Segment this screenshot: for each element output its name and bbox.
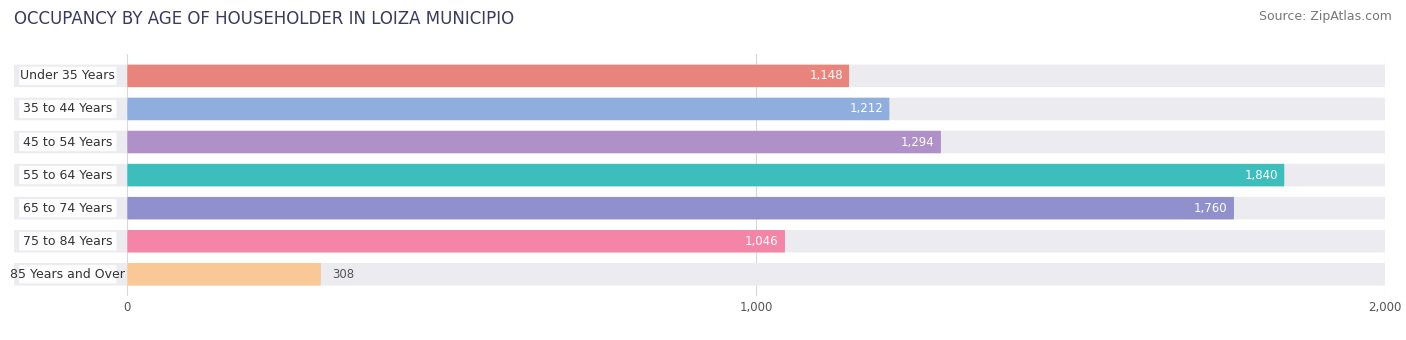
- Text: 1,840: 1,840: [1244, 169, 1278, 182]
- FancyBboxPatch shape: [14, 98, 1385, 120]
- Text: 1,294: 1,294: [901, 136, 935, 149]
- Text: 1,760: 1,760: [1194, 202, 1227, 215]
- FancyBboxPatch shape: [128, 164, 1284, 186]
- FancyBboxPatch shape: [20, 100, 117, 118]
- FancyBboxPatch shape: [20, 199, 117, 217]
- Text: 45 to 54 Years: 45 to 54 Years: [22, 136, 112, 149]
- Text: 1,046: 1,046: [745, 235, 779, 248]
- FancyBboxPatch shape: [128, 65, 849, 87]
- FancyBboxPatch shape: [128, 98, 890, 120]
- Text: 1,212: 1,212: [849, 102, 883, 116]
- FancyBboxPatch shape: [14, 65, 1385, 87]
- FancyBboxPatch shape: [20, 67, 117, 85]
- FancyBboxPatch shape: [20, 166, 117, 184]
- FancyBboxPatch shape: [20, 232, 117, 251]
- Text: 55 to 64 Years: 55 to 64 Years: [22, 169, 112, 182]
- Text: Source: ZipAtlas.com: Source: ZipAtlas.com: [1258, 10, 1392, 23]
- FancyBboxPatch shape: [14, 230, 1385, 253]
- FancyBboxPatch shape: [128, 197, 1234, 219]
- Text: 85 Years and Over: 85 Years and Over: [10, 268, 125, 281]
- Text: OCCUPANCY BY AGE OF HOUSEHOLDER IN LOIZA MUNICIPIO: OCCUPANCY BY AGE OF HOUSEHOLDER IN LOIZA…: [14, 10, 515, 28]
- FancyBboxPatch shape: [14, 197, 1385, 219]
- Text: 65 to 74 Years: 65 to 74 Years: [22, 202, 112, 215]
- Text: 308: 308: [332, 268, 354, 281]
- Text: Under 35 Years: Under 35 Years: [21, 69, 115, 82]
- FancyBboxPatch shape: [128, 131, 941, 153]
- FancyBboxPatch shape: [20, 265, 117, 284]
- Text: 1,148: 1,148: [810, 69, 842, 82]
- FancyBboxPatch shape: [128, 230, 785, 253]
- FancyBboxPatch shape: [14, 131, 1385, 153]
- FancyBboxPatch shape: [128, 263, 321, 286]
- Text: 35 to 44 Years: 35 to 44 Years: [24, 102, 112, 116]
- FancyBboxPatch shape: [14, 263, 1385, 286]
- Text: 75 to 84 Years: 75 to 84 Years: [22, 235, 112, 248]
- FancyBboxPatch shape: [14, 164, 1385, 186]
- FancyBboxPatch shape: [20, 133, 117, 151]
